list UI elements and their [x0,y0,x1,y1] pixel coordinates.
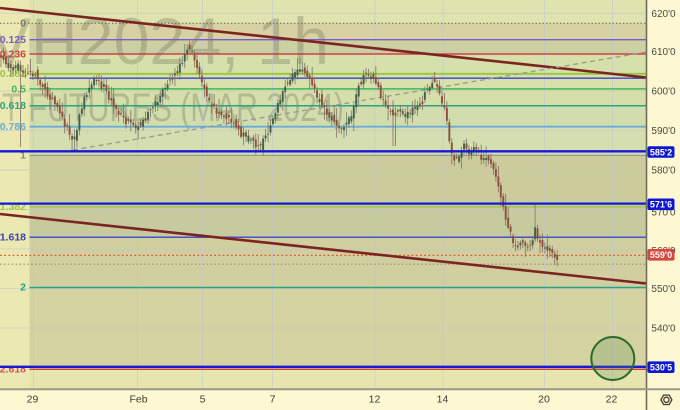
svg-text:1: 1 [20,149,26,161]
svg-text:620'0: 620'0 [651,9,676,20]
svg-text:0.618: 0.618 [0,100,26,112]
svg-text:2: 2 [20,282,26,294]
svg-text:0.5: 0.5 [11,83,26,95]
svg-text:14: 14 [437,394,449,406]
svg-text:571'6: 571'6 [650,200,672,210]
svg-text:2.618: 2.618 [0,363,26,375]
svg-text:0.125: 0.125 [0,34,26,46]
svg-text:610'0: 610'0 [651,47,676,58]
svg-text:Feb: Feb [129,394,147,406]
svg-text:T FUTURES (MAR 2024): T FUTURES (MAR 2024) [2,86,344,130]
svg-text:580'0: 580'0 [651,166,676,177]
svg-text:550'0: 550'0 [651,284,676,295]
svg-text:12: 12 [369,394,381,406]
svg-text:22: 22 [606,394,618,406]
svg-text:585'2: 585'2 [650,147,672,157]
svg-text:1.618: 1.618 [0,231,26,243]
svg-text:0.786: 0.786 [0,121,26,133]
svg-text:590'0: 590'0 [651,126,676,137]
svg-text:540'0: 540'0 [651,324,676,335]
svg-text:29: 29 [27,394,39,406]
svg-text:7: 7 [270,394,276,406]
svg-text:570'0: 570'0 [651,208,676,219]
svg-text:5: 5 [200,394,206,406]
svg-text:20: 20 [538,394,550,406]
svg-text:530'5: 530'5 [650,363,672,373]
svg-text:600'0: 600'0 [651,87,676,98]
svg-text:559'0: 559'0 [650,250,672,260]
svg-text:0: 0 [20,18,26,30]
svg-text:VH2024, 1h: VH2024, 1h [0,4,329,78]
